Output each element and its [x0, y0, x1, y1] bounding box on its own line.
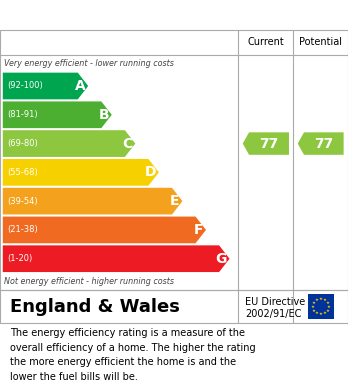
- Text: (39-54): (39-54): [7, 197, 38, 206]
- Text: (81-91): (81-91): [7, 110, 38, 119]
- Text: Current: Current: [247, 38, 284, 47]
- Polygon shape: [3, 130, 135, 157]
- Text: Energy Efficiency Rating: Energy Efficiency Rating: [10, 8, 220, 23]
- Text: G: G: [215, 252, 227, 266]
- Text: ★: ★: [327, 305, 331, 308]
- Text: C: C: [122, 136, 133, 151]
- Polygon shape: [3, 101, 112, 128]
- Text: ★: ★: [323, 311, 327, 316]
- Text: ★: ★: [326, 301, 330, 305]
- Text: A: A: [75, 79, 85, 93]
- Text: EU Directive: EU Directive: [245, 296, 306, 307]
- Text: E: E: [170, 194, 180, 208]
- Text: (69-80): (69-80): [7, 139, 38, 148]
- Bar: [308, 294, 333, 319]
- Polygon shape: [3, 159, 159, 186]
- Polygon shape: [3, 73, 88, 99]
- Text: ★: ★: [326, 308, 330, 312]
- Text: ★: ★: [315, 298, 319, 301]
- Polygon shape: [243, 132, 289, 155]
- Polygon shape: [3, 246, 230, 272]
- Text: Potential: Potential: [299, 38, 342, 47]
- Polygon shape: [298, 132, 343, 155]
- Text: ★: ★: [319, 296, 323, 301]
- Text: Very energy efficient - lower running costs: Very energy efficient - lower running co…: [4, 59, 174, 68]
- Polygon shape: [3, 217, 206, 243]
- Text: F: F: [194, 223, 203, 237]
- Text: ★: ★: [311, 305, 315, 308]
- Text: 77: 77: [314, 136, 333, 151]
- Text: ★: ★: [323, 298, 327, 301]
- Text: Not energy efficient - higher running costs: Not energy efficient - higher running co…: [4, 277, 174, 286]
- Text: B: B: [98, 108, 109, 122]
- Text: (92-100): (92-100): [7, 81, 43, 90]
- Text: D: D: [144, 165, 156, 179]
- Text: ★: ★: [312, 301, 316, 305]
- Text: 77: 77: [259, 136, 279, 151]
- Text: ★: ★: [319, 312, 323, 316]
- Text: England & Wales: England & Wales: [10, 298, 180, 316]
- Text: (55-68): (55-68): [7, 168, 38, 177]
- Text: The energy efficiency rating is a measure of the
overall efficiency of a home. T: The energy efficiency rating is a measur…: [10, 328, 256, 382]
- Text: (21-38): (21-38): [7, 226, 38, 235]
- Text: (1-20): (1-20): [7, 254, 32, 263]
- Text: ★: ★: [312, 308, 316, 312]
- Polygon shape: [3, 188, 182, 215]
- Text: ★: ★: [315, 311, 319, 316]
- Text: 2002/91/EC: 2002/91/EC: [245, 309, 302, 319]
